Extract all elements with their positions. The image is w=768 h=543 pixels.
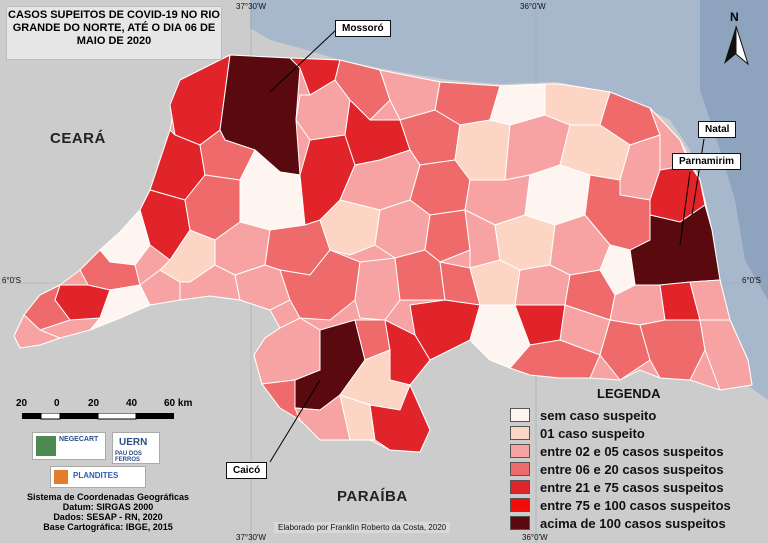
- coord-bottom-left: 37°30'W: [236, 533, 267, 542]
- legend-swatch: [510, 444, 530, 458]
- legend-swatch: [510, 516, 530, 530]
- plandites-logo-icon: [54, 470, 68, 484]
- coord-left-lat: 6°0'S: [2, 276, 21, 285]
- scale-label-2: 20: [88, 398, 100, 409]
- legend-label: 01 caso suspeito: [540, 425, 645, 441]
- north-label: N: [730, 10, 739, 24]
- legend-label: entre 21 e 75 casos suspeitos: [540, 479, 724, 495]
- north-arrow-icon: N: [718, 10, 754, 68]
- legend: sem caso suspeito 01 caso suspeito entre 0…: [510, 406, 731, 532]
- label-ceara: CEARÁ: [50, 130, 106, 147]
- legend-label: entre 75 e 100 casos suspeitos: [540, 497, 731, 513]
- coord-top-right: 36°0'W: [520, 2, 546, 11]
- city-label-natal: Natal: [698, 121, 737, 138]
- city-label-mossoro: Mossoró: [335, 20, 391, 37]
- scale-bar: 20 0 20 40 60 km: [16, 398, 200, 428]
- info-line-3: Dados: SESAP - RN, 2020: [53, 512, 163, 522]
- legend-swatch: [510, 480, 530, 494]
- legend-item: entre 06 e 20 casos suspeitos: [510, 460, 731, 478]
- scale-label-1: 0: [54, 398, 60, 409]
- legend-label: sem caso suspeito: [540, 407, 657, 423]
- coord-bottom-right: 36°0'W: [522, 533, 548, 542]
- legend-swatch: [510, 498, 530, 512]
- info-line-2: Datum: SIRGAS 2000: [62, 502, 154, 512]
- scale-label-4: 60 km: [164, 398, 193, 409]
- coord-right-lat: 6°0'S: [742, 276, 761, 285]
- negecart-logo: NEGECART: [32, 432, 106, 460]
- uern-logo: UERN PAU DOS FERROS: [112, 432, 160, 464]
- legend-label: acima de 100 casos suspeitos: [540, 515, 726, 531]
- legend-item: acima de 100 casos suspeitos: [510, 514, 731, 532]
- legend-item: sem caso suspeito: [510, 406, 731, 424]
- scale-label-0: 20: [16, 398, 28, 409]
- map-title: CASOS SUPEITOS DE COVID-19 NO RIO GRANDE…: [6, 6, 222, 60]
- legend-item: entre 21 e 75 casos suspeitos: [510, 478, 731, 496]
- rn-municipalities: [13, 54, 753, 453]
- legend-label: entre 06 e 20 casos suspeitos: [540, 461, 724, 477]
- coord-top-left: 37°30'W: [236, 2, 267, 11]
- uern-logo-subtext: PAU DOS FERROS: [115, 451, 142, 463]
- legend-label: entre 02 e 05 casos suspeitos: [540, 443, 724, 459]
- scale-label-3: 40: [126, 398, 138, 409]
- legend-title: LEGENDA: [597, 386, 661, 401]
- negecart-logo-icon: [36, 436, 56, 456]
- plandites-logo-text: PLANDITES: [73, 471, 119, 480]
- legend-swatch: [510, 426, 530, 440]
- city-label-caico: Caicó: [226, 462, 268, 479]
- legend-item: entre 02 e 05 casos suspeitos: [510, 442, 731, 460]
- ocean: [250, 0, 768, 400]
- legend-item: 01 caso suspeito: [510, 424, 731, 442]
- legend-item: entre 75 e 100 casos suspeitos: [510, 496, 731, 514]
- negecart-logo-text: NEGECART: [59, 436, 99, 443]
- plandites-logo: PLANDITES: [50, 466, 146, 488]
- city-label-parnamirim: Parnamirim: [672, 153, 742, 170]
- credit-text: Elaborado por Franklin Roberto da Costa,…: [274, 522, 451, 533]
- info-line-4: Base Cartográfica: IBGE, 2015: [43, 522, 173, 532]
- legend-swatch: [510, 408, 530, 422]
- label-paraiba: PARAÍBA: [337, 488, 408, 505]
- ocean-deep: [700, 0, 768, 300]
- map-info: Sistema de Coordenadas Geográficas Datum…: [8, 492, 208, 532]
- uern-logo-text: UERN: [119, 437, 148, 448]
- info-line-1: Sistema de Coordenadas Geográficas: [26, 492, 190, 502]
- leader-lines: [269, 29, 705, 463]
- legend-swatch: [510, 462, 530, 476]
